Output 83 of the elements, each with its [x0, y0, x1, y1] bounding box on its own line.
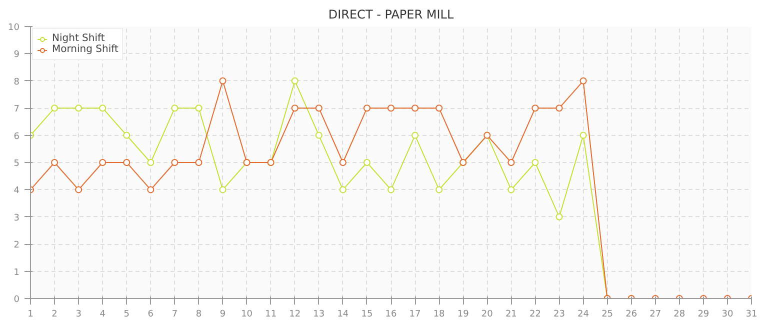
- point: [363, 159, 370, 166]
- y-tick-label: 1: [14, 268, 20, 278]
- point: [339, 159, 346, 166]
- point: [363, 104, 370, 112]
- point: [195, 159, 202, 166]
- x-tick-label: 17: [409, 310, 421, 320]
- y-tick-label: 7: [14, 104, 20, 115]
- x-tick-label: 3: [76, 310, 82, 320]
- y-tick-label: 5: [14, 159, 20, 169]
- point: [532, 159, 539, 166]
- point: [315, 104, 322, 112]
- x-tick-label: 23: [554, 310, 565, 320]
- point: [508, 159, 515, 166]
- x-tick-label: 27: [650, 310, 662, 320]
- point: [532, 104, 539, 112]
- point: [508, 186, 515, 194]
- point: [436, 186, 443, 194]
- chart-title: DIRECT - PAPER MILL: [328, 8, 454, 22]
- y-tick-label: 0: [14, 295, 20, 305]
- point: [75, 186, 82, 194]
- x-tick-label: 11: [265, 310, 277, 320]
- x-tick-label: 26: [626, 310, 638, 320]
- point: [195, 104, 202, 112]
- x-tick-label: 21: [505, 310, 517, 320]
- x-tick-label: 25: [602, 310, 614, 320]
- point: [219, 186, 226, 194]
- legend-label: Morning Shift: [52, 44, 118, 55]
- x-tick-label: 12: [289, 310, 301, 320]
- x-tick-label: 15: [361, 310, 373, 320]
- x-tick-label: 18: [433, 310, 446, 320]
- point: [291, 104, 298, 112]
- point: [291, 77, 298, 84]
- x-tick-label: 2: [52, 310, 58, 320]
- y-tick-label: 2: [14, 240, 20, 251]
- point: [315, 132, 322, 139]
- point: [147, 186, 154, 194]
- point: [99, 159, 106, 166]
- point: [123, 132, 130, 139]
- x-tick-label: 13: [313, 310, 325, 320]
- point: [51, 104, 58, 112]
- y-tick-label: 3: [14, 213, 20, 224]
- point: [75, 104, 82, 112]
- point: [123, 159, 130, 166]
- point: [556, 213, 563, 220]
- x-tick-label: 9: [220, 310, 226, 320]
- point: [580, 77, 587, 84]
- point: [99, 104, 106, 112]
- point: [388, 186, 394, 194]
- x-tick-label: 5: [124, 310, 130, 320]
- point: [436, 104, 443, 112]
- x-tick-label: 24: [578, 310, 590, 320]
- point: [339, 186, 346, 194]
- x-tick-label: 29: [698, 310, 710, 320]
- point: [147, 159, 154, 166]
- y-tick-label: 6: [14, 132, 20, 142]
- x-tick-label: 6: [148, 310, 154, 320]
- y-tick-label: 10: [8, 23, 20, 33]
- point: [580, 132, 587, 139]
- point: [412, 132, 419, 139]
- x-tick-label: 4: [100, 310, 106, 320]
- x-tick-label: 1: [28, 310, 34, 320]
- point: [171, 159, 178, 166]
- x-tick-label: 28: [674, 310, 686, 320]
- point: [556, 104, 563, 112]
- x-tick-label: 20: [481, 310, 494, 320]
- legend-label: Night Shift: [52, 33, 105, 44]
- x-tick-label: 19: [457, 310, 470, 320]
- x-tick-label: 10: [241, 310, 253, 320]
- y-tick-label: 8: [14, 77, 20, 88]
- point: [388, 104, 394, 112]
- x-tick-label: 16: [385, 310, 397, 320]
- x-tick-label: 7: [172, 310, 178, 320]
- x-tick-label: 8: [196, 310, 202, 320]
- y-tick-label: 9: [14, 50, 20, 60]
- x-tick-label: 22: [529, 310, 541, 320]
- point: [171, 104, 178, 112]
- x-tick-label: 14: [337, 310, 349, 320]
- point: [412, 104, 419, 112]
- x-tick-label: 31: [746, 310, 758, 320]
- y-tick-label: 4: [14, 186, 20, 196]
- x-tick-label: 30: [722, 310, 734, 320]
- point: [219, 77, 226, 84]
- point: [51, 159, 58, 166]
